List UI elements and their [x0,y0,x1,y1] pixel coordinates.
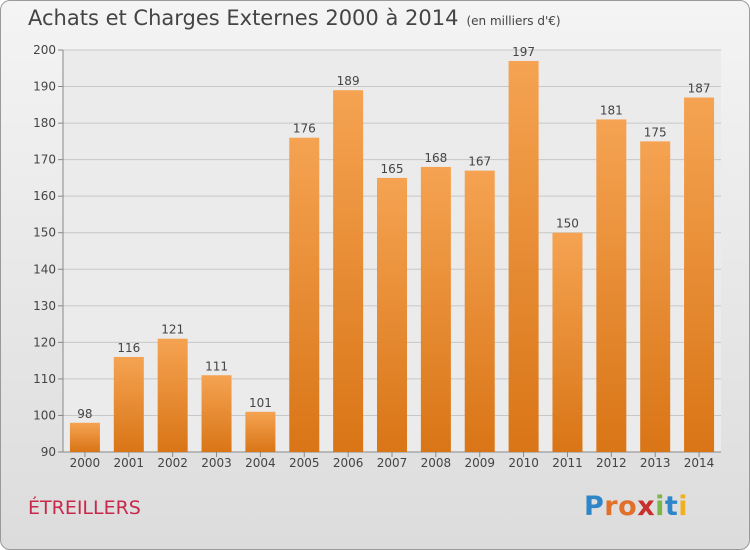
data-label: 175 [644,125,667,139]
data-label: 165 [381,162,404,176]
x-tick-label: 2006 [333,456,364,470]
y-tick-label: 150 [33,226,56,240]
bar [201,375,232,452]
x-tick-label: 2002 [157,456,188,470]
y-tick-label: 160 [33,189,56,203]
y-tick-label: 140 [33,262,56,276]
data-label: 197 [512,45,535,59]
data-label: 189 [337,74,360,88]
x-tick-label: 2010 [508,456,539,470]
logo-letter: o [618,491,638,522]
data-label: 121 [161,323,184,337]
x-tick-label: 2014 [684,456,715,470]
y-tick-label: 170 [33,153,56,167]
bar [113,356,144,452]
x-tick-label: 2008 [421,456,452,470]
x-tick-label: 2001 [114,456,145,470]
proxiti-logo: Proxiti [584,491,688,522]
y-tick-label: 100 [33,408,56,422]
data-label: 168 [424,151,447,165]
bar [377,177,407,452]
town-name: ÉTREILLERS [28,497,141,519]
chart-title: Achats et Charges Externes 2000 à 2014 (e… [28,6,561,30]
data-label: 98 [77,407,92,421]
data-label: 116 [117,341,140,355]
title-text: Achats et Charges Externes 2000 à 2014 [28,6,459,30]
logo-letter: t [664,491,679,522]
x-tick-label: 2012 [596,456,627,470]
data-label: 176 [293,122,316,136]
title-unit: (en milliers d'€) [466,14,561,28]
y-tick-label: 110 [33,372,56,386]
bar [464,170,495,452]
x-tick-label: 2009 [464,456,495,470]
logo-letter: P [584,491,605,522]
x-tick-label: 2013 [640,456,671,470]
data-label: 167 [468,155,491,169]
logo-letter: r [604,491,619,522]
logo-letter: x [637,491,656,522]
y-tick-label: 90 [41,445,56,459]
data-label: 101 [249,396,272,410]
logo-letter: i [655,491,665,522]
bar [508,60,539,453]
bar [157,338,188,452]
data-label: 187 [688,82,711,96]
bar [640,141,671,452]
x-tick-label: 2003 [201,456,232,470]
x-tick-label: 2007 [377,456,408,470]
logo-letter: i [678,491,689,522]
data-label: 150 [556,217,579,231]
y-tick-label: 200 [33,43,56,57]
x-tick-label: 2011 [552,456,583,470]
data-label: 111 [205,359,228,373]
bar [245,411,276,452]
x-tick-label: 2005 [289,456,320,470]
x-tick-label: 2000 [70,456,101,470]
data-label: 181 [600,103,623,117]
bar [289,137,320,452]
bar [420,166,451,453]
bar [684,97,715,452]
bar [552,232,583,452]
bar [596,119,627,452]
y-tick-label: 190 [33,80,56,94]
bar [69,422,100,452]
y-tick-label: 120 [33,335,56,349]
y-tick-label: 130 [33,299,56,313]
bar [333,90,364,452]
x-tick-label: 2004 [245,456,276,470]
y-tick-label: 180 [33,116,56,130]
